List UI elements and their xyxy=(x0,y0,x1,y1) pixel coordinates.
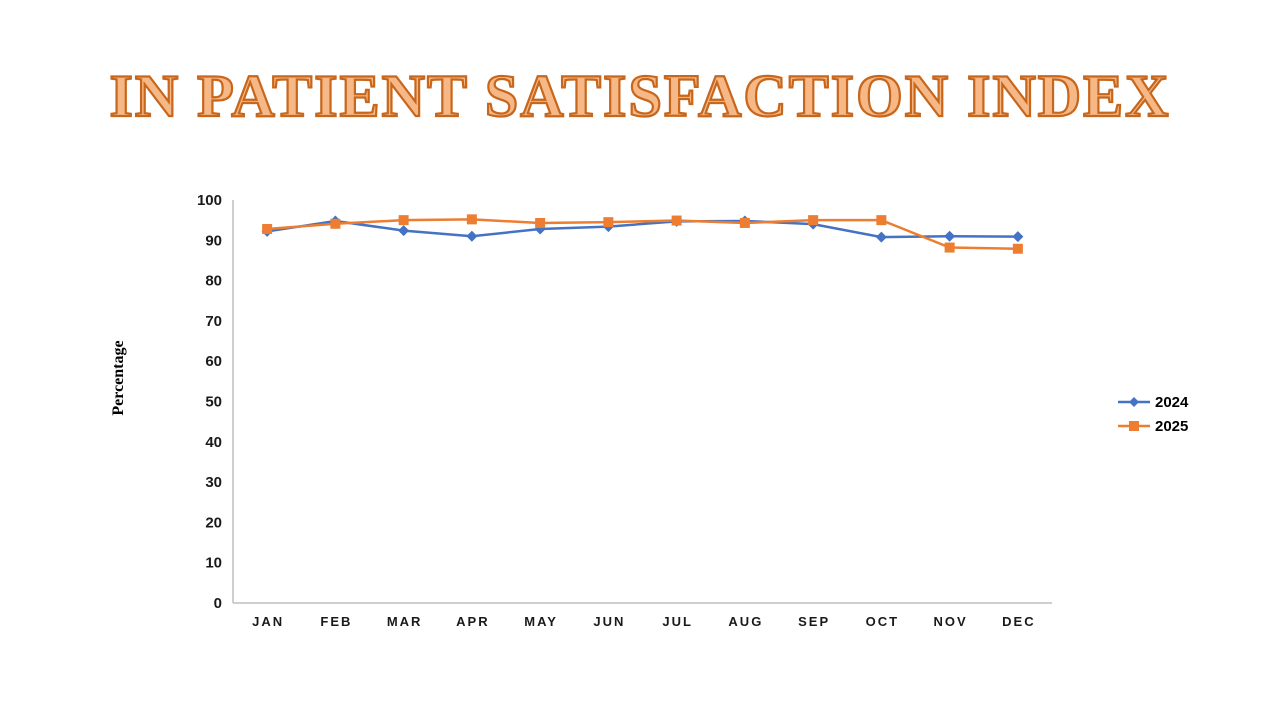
data-point-2024-APR xyxy=(466,230,478,242)
y-tick-label: 0 xyxy=(214,595,222,612)
data-point-2024-OCT xyxy=(875,231,887,243)
legend-label: 2024 xyxy=(1155,393,1189,411)
x-tick-label: FEB xyxy=(320,614,352,629)
y-tick-label: 90 xyxy=(205,232,222,249)
x-tick-label: MAY xyxy=(524,614,558,629)
data-point-2025-MAY xyxy=(535,217,546,228)
data-point-2025-AUG xyxy=(739,217,750,228)
data-point-2025-JUL xyxy=(671,215,682,226)
y-tick-label: 50 xyxy=(205,394,222,411)
x-tick-label: JAN xyxy=(252,614,284,629)
x-tick-label: DEC xyxy=(1002,614,1035,629)
data-point-2024-NOV xyxy=(944,230,956,242)
x-tick-label: OCT xyxy=(866,614,899,629)
y-tick-label: 70 xyxy=(205,313,222,330)
y-tick-label: 100 xyxy=(197,192,222,209)
data-point-2024-DEC xyxy=(1012,231,1024,243)
y-tick-label: 40 xyxy=(205,434,222,451)
legend-label: 2025 xyxy=(1155,417,1189,435)
series-line-2024 xyxy=(266,219,1018,239)
data-point-2025-OCT xyxy=(876,215,887,226)
data-point-2025-JUN xyxy=(603,217,614,228)
chart-legend: 2024 2025 xyxy=(1118,390,1188,438)
legend-item-2024: 2024 xyxy=(1118,390,1188,414)
data-point-2025-DEC xyxy=(1012,243,1023,254)
data-point-2025-SEP xyxy=(808,215,819,226)
legend-marker-diamond-icon xyxy=(1118,397,1150,407)
series-line-2025 xyxy=(267,218,1018,251)
chart-title: IN PATIENT SATISFACTION INDEX xyxy=(108,62,1171,130)
y-tick-label: 20 xyxy=(205,514,222,531)
x-tick-label: JUN xyxy=(593,614,625,629)
data-point-2024-MAR xyxy=(398,225,410,237)
data-point-2025-APR xyxy=(466,214,477,225)
data-point-2025-MAR xyxy=(398,215,409,226)
y-tick-label: 60 xyxy=(205,353,222,370)
y-tick-label: 10 xyxy=(205,555,222,572)
x-tick-label: NOV xyxy=(934,614,968,629)
legend-item-2025: 2025 xyxy=(1118,414,1188,438)
x-tick-label: APR xyxy=(456,614,489,629)
y-tick-label: 30 xyxy=(205,474,222,491)
y-tick-label: 80 xyxy=(205,273,222,290)
x-tick-label: AUG xyxy=(728,614,763,629)
legend-marker-square-icon xyxy=(1118,421,1150,431)
data-point-2025-JAN xyxy=(262,224,273,235)
x-tick-label: JUL xyxy=(662,614,693,629)
data-point-2025-NOV xyxy=(944,242,955,253)
x-tick-label: SEP xyxy=(798,614,830,629)
x-tick-label: MAR xyxy=(387,614,423,629)
data-point-2025-FEB xyxy=(330,218,341,229)
